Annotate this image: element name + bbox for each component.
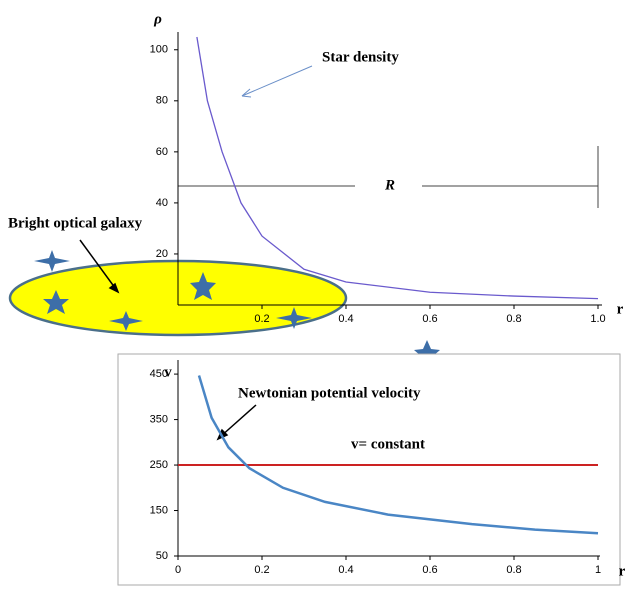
x-tick-label: 0.6 — [422, 564, 437, 576]
y-axis-label: v — [164, 364, 172, 380]
annotation: Bright optical galaxy — [8, 215, 143, 231]
y-tick-label: 150 — [150, 504, 168, 516]
star — [276, 307, 312, 329]
y-tick-label: 20 — [156, 248, 168, 260]
annotation: R — [384, 177, 395, 193]
series-label: Newtonian potential velocity — [238, 385, 421, 401]
x-axis-label: r — [617, 301, 624, 317]
reference-label: v= constant — [351, 436, 425, 452]
y-tick-label: 40 — [156, 197, 168, 209]
series-label: Star density — [322, 49, 399, 65]
x-axis-label: r — [619, 563, 626, 579]
x-tick-label: 0 — [175, 564, 181, 576]
x-tick-label: 1 — [595, 564, 601, 576]
x-tick-label: 0.4 — [338, 313, 353, 325]
y-tick-label: 250 — [150, 459, 168, 471]
x-tick-label: 1.0 — [590, 313, 605, 325]
y-axis-label: ρ — [153, 11, 162, 27]
x-tick-label: 0.6 — [422, 313, 437, 325]
inset-panel — [117, 353, 621, 586]
data-line — [197, 375, 599, 535]
data-line — [196, 36, 599, 300]
r-extent — [178, 146, 599, 208]
x-tick-label: 0.8 — [506, 313, 521, 325]
galaxy-arrow — [79, 239, 120, 294]
star — [34, 250, 70, 272]
y-tick-label: 450 — [150, 368, 168, 380]
star — [43, 290, 69, 314]
x-tick-label: 0.8 — [506, 564, 521, 576]
y-tick-label: 350 — [150, 413, 168, 425]
y-tick-label: 50 — [156, 550, 168, 562]
star — [109, 311, 143, 331]
density-arrow — [241, 65, 313, 98]
star — [190, 272, 216, 300]
y-tick-label: 100 — [150, 44, 168, 56]
y-tick-label: 80 — [156, 95, 168, 107]
x-tick-label: 0.2 — [254, 313, 269, 325]
x-tick-label: 0.2 — [254, 564, 269, 576]
y-tick-label: 60 — [156, 146, 168, 158]
x-tick-label: 0.4 — [338, 564, 353, 576]
